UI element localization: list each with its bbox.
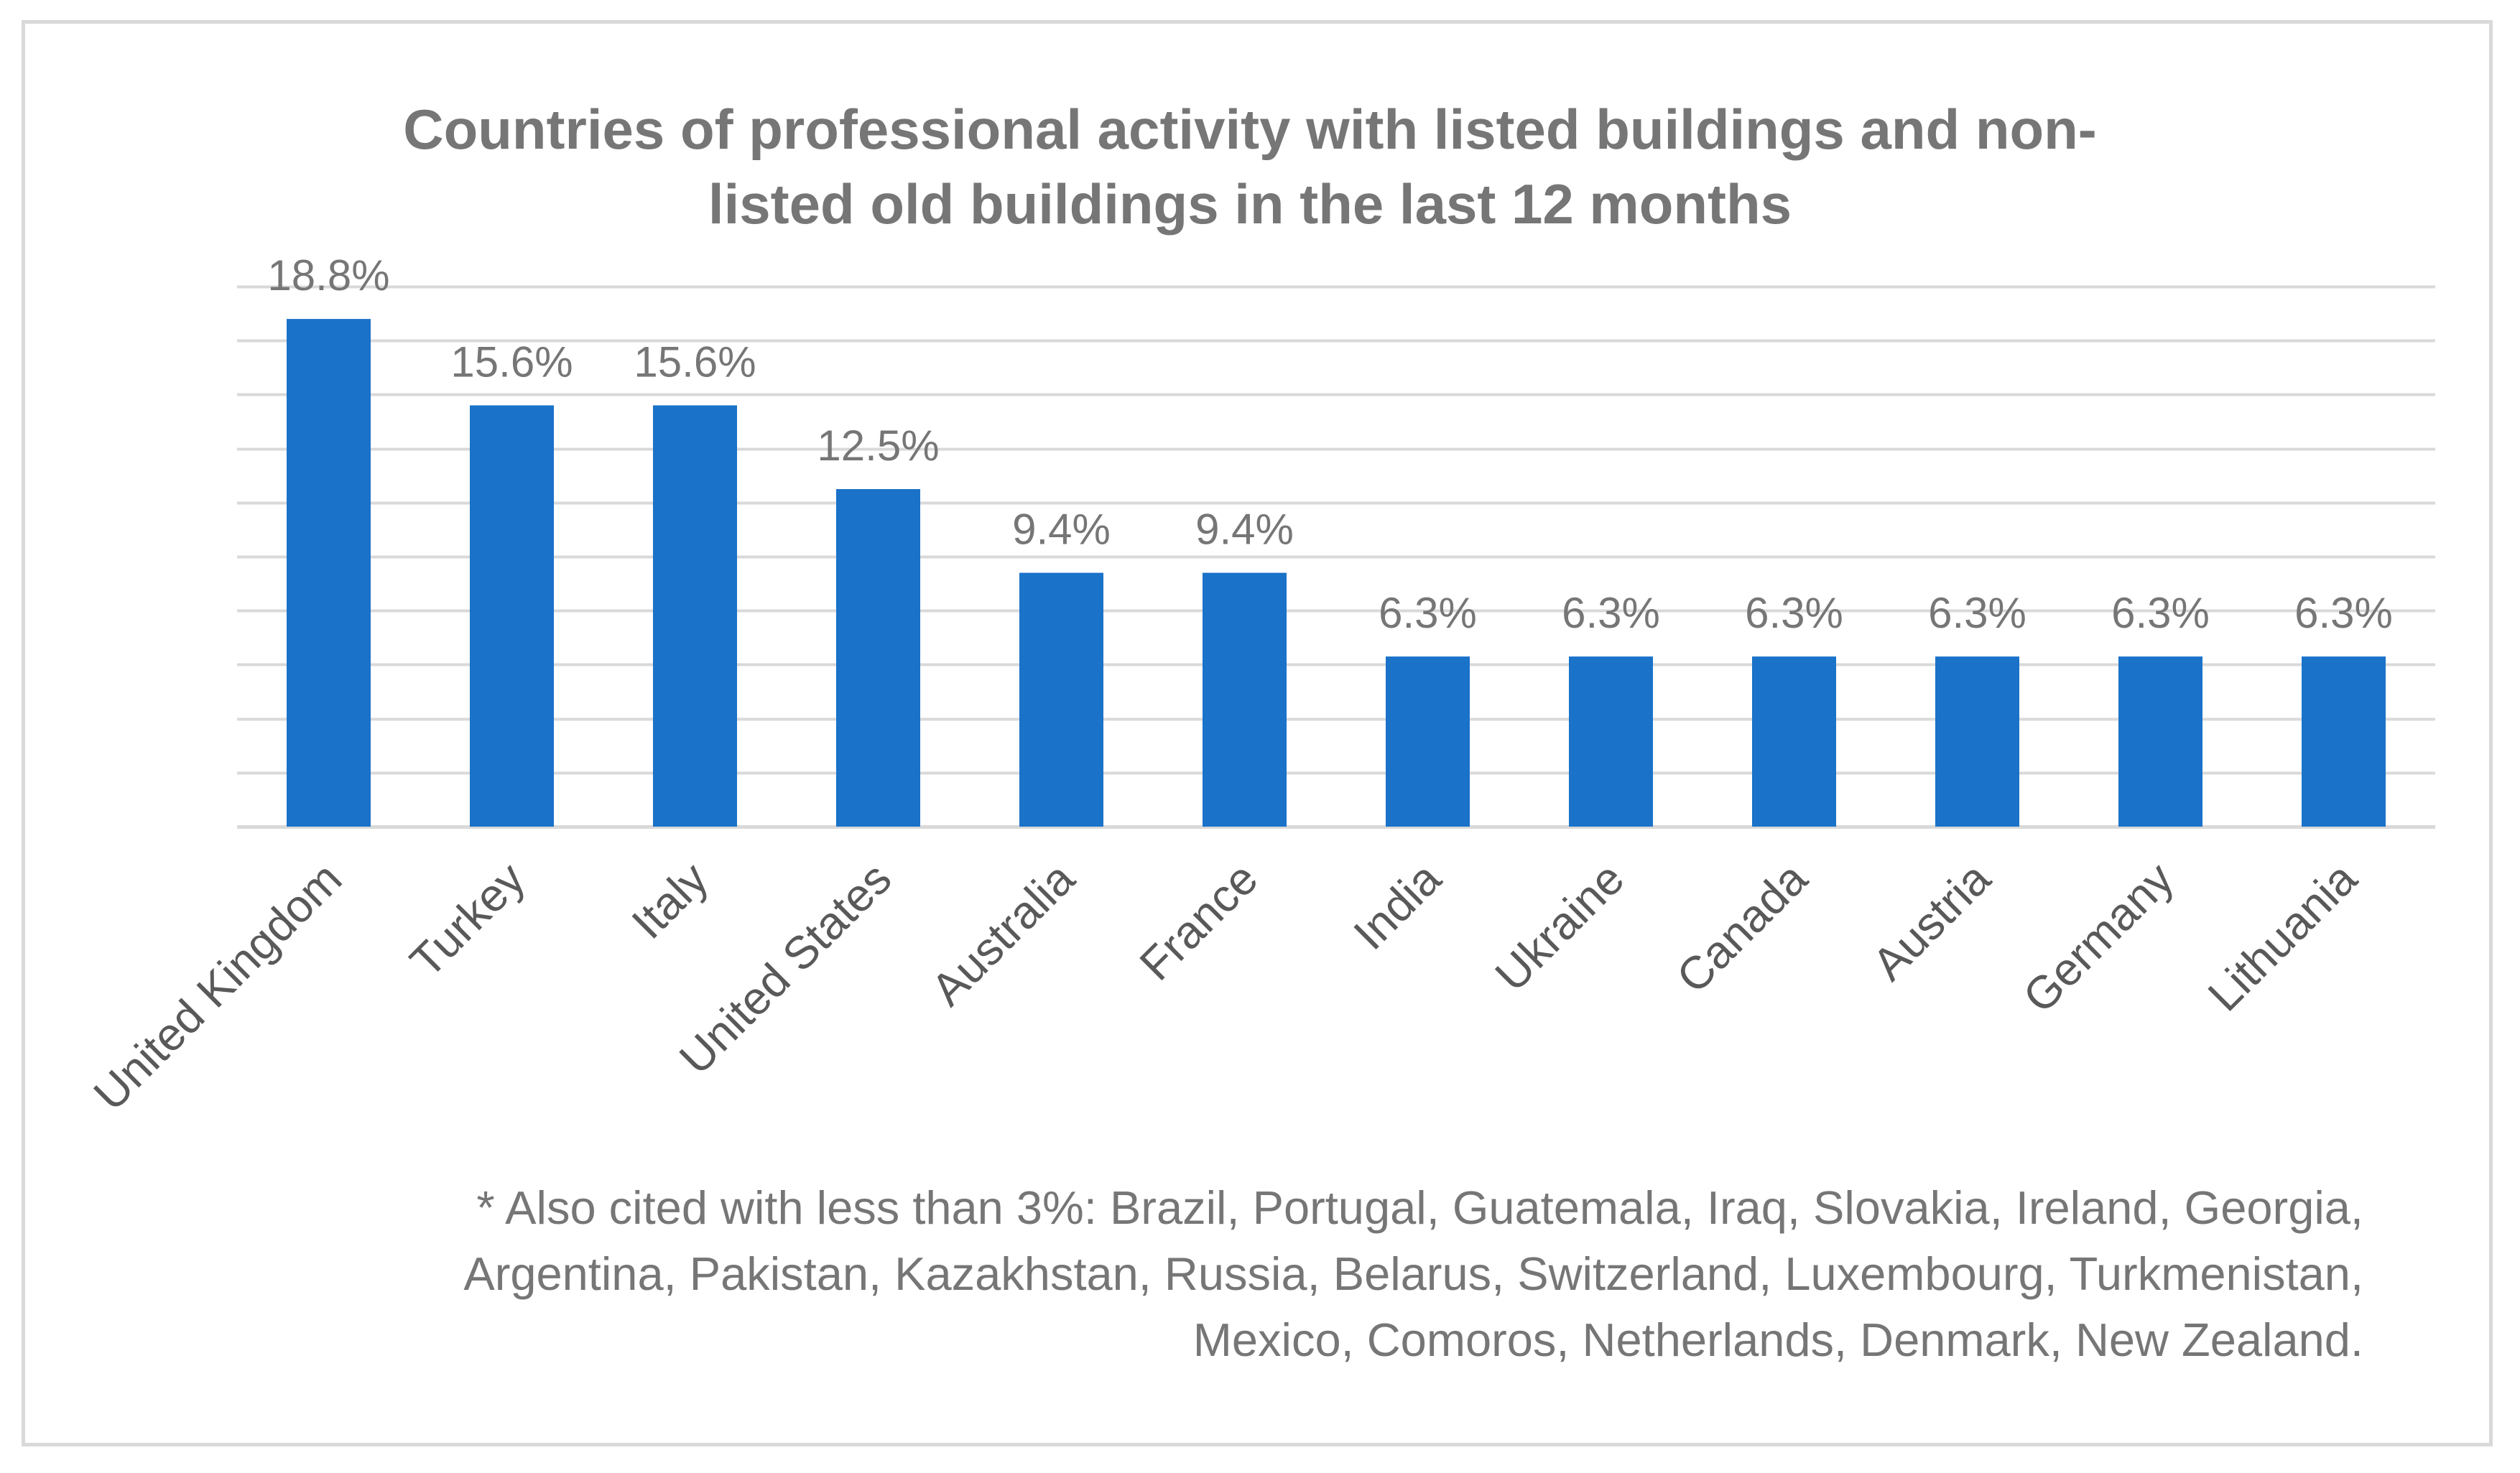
data-label: 6.3% — [2294, 589, 2393, 637]
x-tick-label: Australia — [921, 852, 1084, 1016]
x-tick-label: India — [1343, 852, 1450, 959]
bar-germany — [2118, 656, 2202, 827]
data-label: 18.8% — [267, 251, 389, 299]
bar-australia — [1019, 572, 1103, 827]
data-label: 6.3% — [1928, 589, 2026, 637]
bar-united-states — [836, 489, 920, 827]
data-label: 12.5% — [817, 422, 939, 470]
x-tick-label: Ukraine — [1486, 852, 1634, 1001]
data-label: 6.3% — [2111, 589, 2210, 637]
gridlines — [237, 285, 2435, 829]
data-label: 15.6% — [450, 338, 573, 386]
x-tick-label: Italy — [621, 852, 718, 949]
data-label: 9.4% — [1012, 506, 1111, 554]
bar-ukraine — [1569, 656, 1653, 827]
data-label: 9.4% — [1195, 506, 1294, 554]
bar-italy — [653, 405, 737, 827]
x-tick-label: Austria — [1863, 852, 2001, 990]
bar-united-kingdom — [287, 319, 371, 827]
data-label: 15.6% — [634, 338, 756, 386]
x-tick-label: France — [1130, 852, 1268, 990]
bar-lithuania — [2302, 656, 2386, 827]
x-tick-label: Canada — [1667, 852, 1817, 1003]
x-tick-label: Lithuania — [2198, 852, 2367, 1021]
chart-title: Countries of professional activity with … — [403, 98, 2097, 236]
data-label: 6.3% — [1379, 589, 1477, 637]
bar-austria — [1935, 656, 2019, 827]
bar-turkey — [470, 405, 554, 827]
data-label: 6.3% — [1745, 589, 1843, 637]
chart-footnote: * Also cited with less than 3%: Brazil, … — [463, 1181, 2363, 1366]
bars — [287, 319, 2386, 827]
x-tick-label: Germany — [2013, 852, 2183, 1023]
bar-canada — [1752, 656, 1836, 827]
bar-india — [1386, 656, 1470, 827]
data-labels: 18.8% 15.6% 15.6% 12.5% 9.4% 9.4% 6.3% 6.3% 6.3%… — [267, 251, 2392, 637]
data-label: 6.3% — [1562, 589, 1660, 637]
x-tick-label: United Kingdom — [83, 852, 351, 1120]
x-tick-label: Turkey — [400, 852, 535, 988]
bar-france — [1203, 572, 1287, 827]
